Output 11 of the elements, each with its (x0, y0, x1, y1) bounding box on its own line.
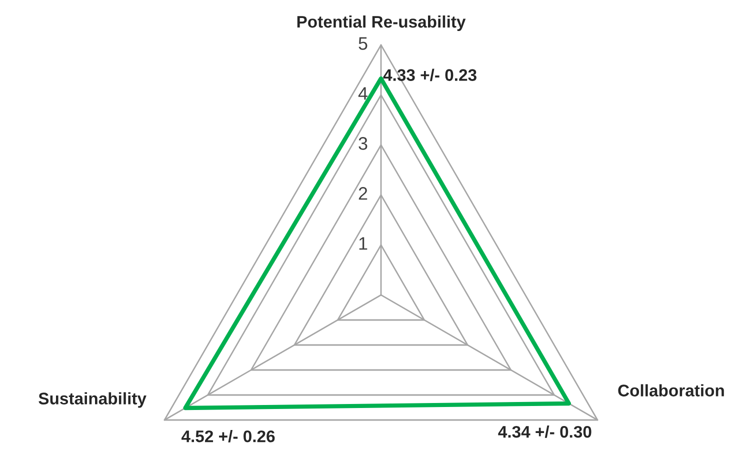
spoke-label: Collaboration (618, 384, 724, 396)
data-label: 4.33 +/- 0.23 (383, 68, 476, 82)
y-tick-label: 3 (358, 137, 368, 150)
data-label: 4.34 +/- 0.30 (498, 426, 592, 438)
spoke-label: Sustainability (38, 392, 146, 408)
spoke-label: Potential Re-usability (297, 15, 466, 31)
y-tick-label: 2 (358, 187, 368, 200)
y-tick-label: 1 (359, 237, 368, 250)
y-tick-label: 5 (358, 37, 368, 50)
data-label: 4.52 +/- 0.26 (182, 430, 275, 442)
y-tick-label: 4 (358, 87, 368, 100)
